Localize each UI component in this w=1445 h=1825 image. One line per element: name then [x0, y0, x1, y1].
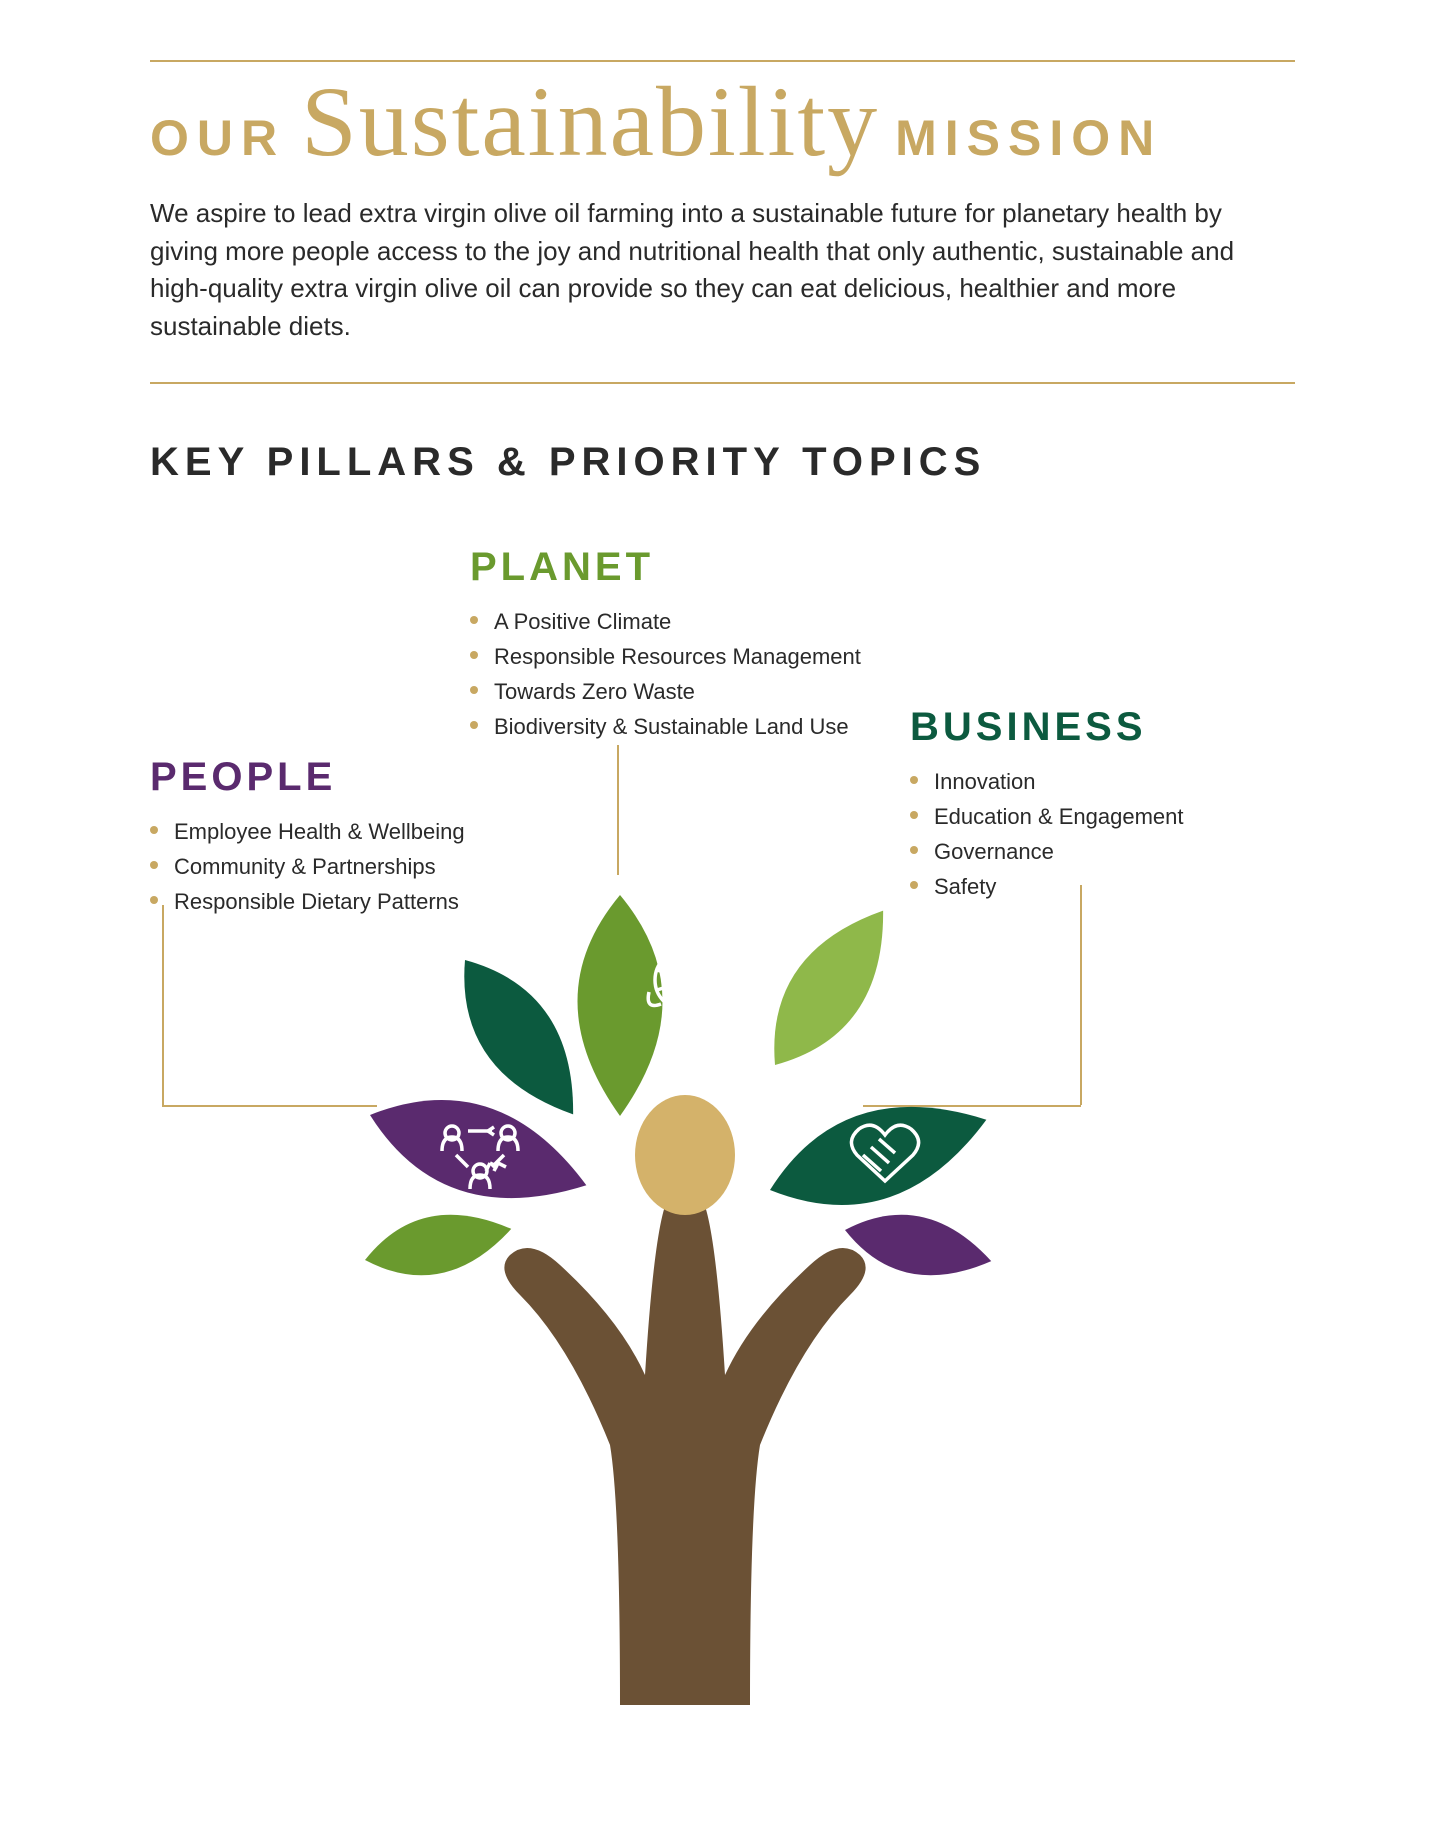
- list-item: Biodiversity & Sustainable Land Use: [470, 709, 861, 744]
- leaf-low-left: [359, 1201, 517, 1288]
- connector-people-v: [162, 905, 164, 1105]
- leaf-top-right: [745, 890, 913, 1086]
- mission-script: Sustainability: [301, 92, 879, 152]
- tree-graphic: [270, 805, 1170, 1705]
- head-icon: [635, 1095, 735, 1215]
- top-rule: [150, 60, 1295, 62]
- list-item: A Positive Climate: [470, 604, 861, 639]
- mid-rule: [150, 382, 1295, 384]
- mission-our: OUR: [150, 109, 285, 167]
- pillar-people-title: PEOPLE: [150, 755, 465, 800]
- pillar-business-title: BUSINESS: [910, 705, 1184, 750]
- list-item: Innovation: [910, 764, 1184, 799]
- mission-mission: MISSION: [895, 109, 1162, 167]
- pillar-planet: PLANET A Positive Climate Responsible Re…: [470, 545, 861, 745]
- pillars-diagram: PLANET A Positive Climate Responsible Re…: [150, 545, 1295, 1745]
- mission-title: OUR Sustainability MISSION: [150, 92, 1295, 167]
- pillar-planet-list: A Positive Climate Responsible Resources…: [470, 604, 861, 745]
- mission-body: We aspire to lead extra virgin olive oil…: [150, 195, 1295, 346]
- pillars-heading: KEY PILLARS & PRIORITY TOPICS: [150, 440, 1295, 485]
- pillar-planet-title: PLANET: [470, 545, 861, 590]
- list-item: Responsible Resources Management: [470, 639, 861, 674]
- list-item: Towards Zero Waste: [470, 674, 861, 709]
- trunk-icon: [504, 1185, 865, 1705]
